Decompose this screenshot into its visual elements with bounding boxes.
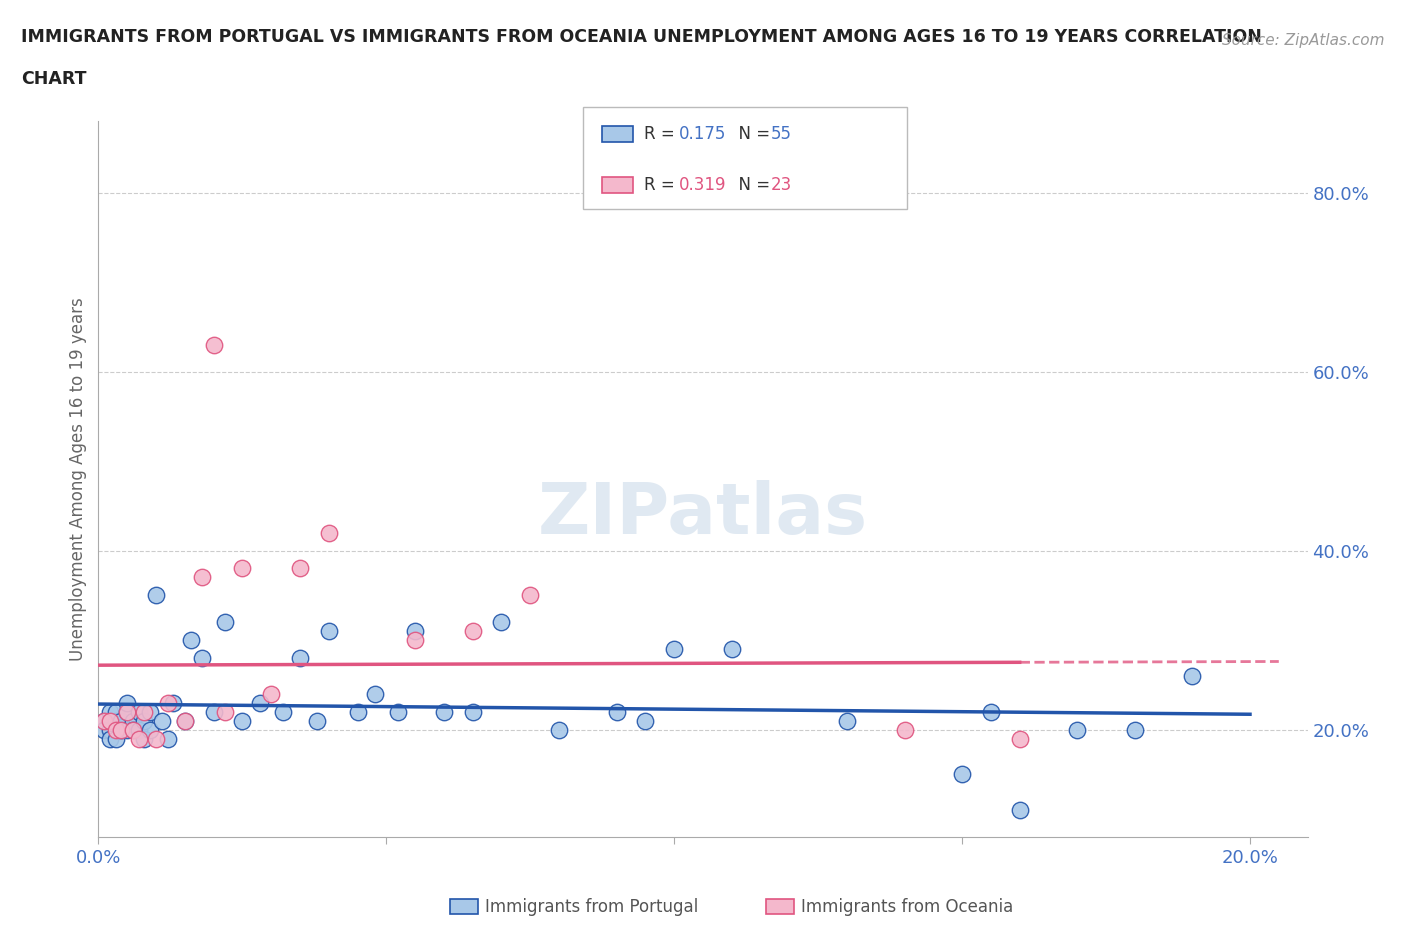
Point — [491, 615, 513, 630]
Point — [950, 767, 973, 782]
Point — [318, 525, 340, 540]
Point — [1008, 803, 1031, 817]
Point — [93, 722, 115, 737]
Point — [134, 713, 156, 728]
Point — [98, 704, 121, 719]
Point — [128, 731, 150, 746]
Point — [173, 713, 195, 728]
Point — [606, 704, 628, 719]
Point — [110, 722, 132, 737]
Point — [104, 704, 127, 719]
Point — [893, 722, 915, 737]
Text: Immigrants from Oceania: Immigrants from Oceania — [801, 897, 1014, 916]
Point — [980, 704, 1002, 719]
Point — [98, 722, 121, 737]
Point — [110, 722, 132, 737]
Point — [110, 713, 132, 728]
Point — [519, 588, 541, 603]
Text: CHART: CHART — [21, 70, 87, 87]
Point — [664, 642, 686, 657]
Point — [835, 713, 858, 728]
Point — [288, 651, 311, 666]
Point — [122, 722, 145, 737]
Text: 0.175: 0.175 — [679, 125, 727, 143]
Point — [93, 713, 115, 728]
Text: Source: ZipAtlas.com: Source: ZipAtlas.com — [1222, 33, 1385, 47]
Point — [139, 704, 162, 719]
Point — [548, 722, 571, 737]
Point — [139, 722, 162, 737]
Point — [318, 624, 340, 639]
Point — [128, 704, 150, 719]
Point — [134, 704, 156, 719]
Point — [115, 704, 138, 719]
Point — [162, 696, 184, 711]
Point — [1181, 669, 1204, 684]
Point — [173, 713, 195, 728]
Point — [720, 642, 742, 657]
Text: R =: R = — [644, 176, 681, 194]
Point — [202, 704, 225, 719]
Point — [387, 704, 409, 719]
Point — [461, 624, 484, 639]
Point — [634, 713, 657, 728]
Point — [231, 561, 253, 576]
Y-axis label: Unemployment Among Ages 16 to 19 years: Unemployment Among Ages 16 to 19 years — [69, 297, 87, 661]
Point — [128, 722, 150, 737]
Point — [180, 632, 202, 647]
Point — [404, 632, 426, 647]
Point — [1123, 722, 1146, 737]
Point — [145, 731, 167, 746]
Text: IMMIGRANTS FROM PORTUGAL VS IMMIGRANTS FROM OCEANIA UNEMPLOYMENT AMONG AGES 16 T: IMMIGRANTS FROM PORTUGAL VS IMMIGRANTS F… — [21, 28, 1263, 46]
Text: N =: N = — [728, 176, 776, 194]
Point — [231, 713, 253, 728]
Point — [433, 704, 456, 719]
Point — [364, 686, 387, 701]
Text: Immigrants from Portugal: Immigrants from Portugal — [485, 897, 699, 916]
Point — [98, 731, 121, 746]
Point — [307, 713, 329, 728]
Point — [115, 696, 138, 711]
Point — [202, 338, 225, 352]
Point — [346, 704, 368, 719]
Point — [115, 704, 138, 719]
Point — [134, 731, 156, 746]
Point — [156, 731, 179, 746]
Point — [461, 704, 484, 719]
Text: N =: N = — [728, 125, 776, 143]
Text: ZIPatlas: ZIPatlas — [538, 480, 868, 550]
Point — [145, 588, 167, 603]
Point — [93, 713, 115, 728]
Point — [98, 713, 121, 728]
Text: R =: R = — [644, 125, 681, 143]
Point — [150, 713, 173, 728]
Point — [122, 713, 145, 728]
Point — [104, 731, 127, 746]
Point — [122, 722, 145, 737]
Text: 55: 55 — [770, 125, 792, 143]
Point — [191, 570, 214, 585]
Point — [115, 722, 138, 737]
Point — [214, 704, 236, 719]
Point — [249, 696, 271, 711]
Point — [1008, 731, 1031, 746]
Point — [288, 561, 311, 576]
Text: 23: 23 — [770, 176, 792, 194]
Point — [214, 615, 236, 630]
Point — [1066, 722, 1088, 737]
Point — [404, 624, 426, 639]
Text: 0.319: 0.319 — [679, 176, 727, 194]
Point — [104, 713, 127, 728]
Point — [271, 704, 294, 719]
Point — [191, 651, 214, 666]
Point — [156, 696, 179, 711]
Point — [104, 722, 127, 737]
Point — [260, 686, 283, 701]
